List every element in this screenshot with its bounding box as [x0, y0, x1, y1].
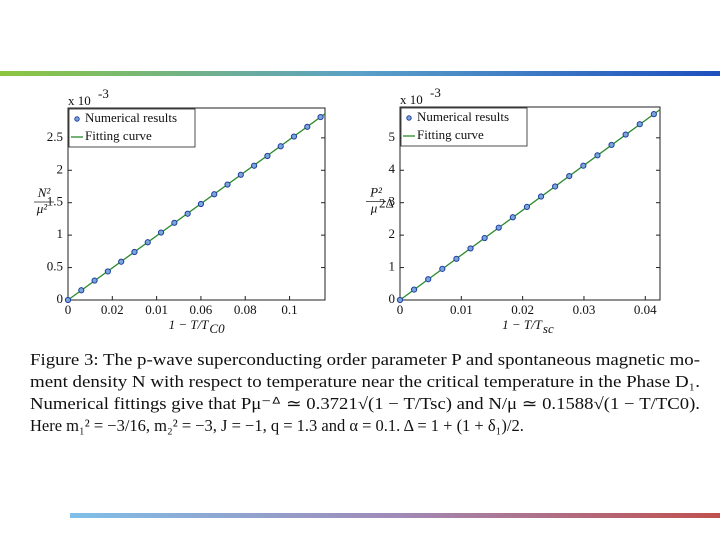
plot-frame: [399, 106, 661, 301]
x-label: sc: [543, 321, 554, 336]
x-tick-label: 0: [65, 302, 72, 317]
data-point: [566, 172, 573, 180]
y-label: μ: [370, 200, 378, 215]
data-point: [104, 268, 111, 275]
data-point: [537, 193, 545, 200]
data-point: [523, 203, 531, 211]
x-tick-label: 0.1: [281, 302, 297, 317]
legend-marker: [406, 115, 412, 121]
x-label: C0: [209, 321, 225, 336]
x-tick-label: 0.04: [634, 302, 657, 317]
data-point: [552, 183, 559, 190]
plot-frame: [67, 107, 326, 301]
y-tick-label: 2: [57, 161, 64, 176]
data-point: [425, 276, 432, 283]
y-tick-label: 0: [57, 291, 64, 306]
data-point: [304, 123, 311, 130]
data-point: [131, 248, 138, 256]
data-point: [211, 191, 218, 198]
x-tick-label: 0: [397, 302, 404, 317]
y-label: P²: [369, 184, 383, 199]
x-tick-label: 0.06: [190, 302, 213, 317]
data-point: [237, 171, 244, 178]
y-tick-label: 4: [389, 161, 396, 176]
data-point: [91, 277, 98, 284]
y-tick-label: 5: [389, 129, 396, 144]
data-point: [636, 121, 643, 128]
data-point: [157, 229, 165, 236]
data-point: [622, 131, 629, 138]
axis-multiplier-exp: -3: [98, 86, 109, 101]
caption-line: Figure 3: The p-wave superconducting ord…: [30, 350, 700, 369]
y-tick-label: 2: [389, 226, 396, 241]
y-label: N²: [37, 185, 52, 200]
legend-box: [68, 108, 196, 148]
x-tick-label: 0.03: [573, 302, 596, 317]
y-tick-label: 1.5: [47, 194, 63, 209]
data-point: [439, 265, 446, 272]
caption-line: Here m₁² = −3/16, m₂² = −3, J = −1, q = …: [30, 416, 524, 435]
data-point: [650, 111, 657, 118]
data-point: [594, 152, 601, 159]
x-tick-label: 0.01: [450, 302, 473, 317]
legend-marker: [74, 116, 80, 122]
legend-label: Fitting curve: [417, 127, 484, 142]
data-point: [251, 162, 258, 169]
x-tick-label: 0.02: [101, 302, 124, 317]
data-point: [453, 255, 460, 262]
axis-multiplier-exp: -3: [430, 85, 441, 100]
data-point: [396, 296, 404, 304]
x-label: 1 − T/T: [169, 317, 210, 332]
data-point: [608, 141, 615, 149]
y-tick-label: 1: [389, 259, 396, 274]
data-point: [118, 258, 125, 265]
data-point: [144, 239, 151, 246]
legend-box: [400, 107, 528, 147]
data-point: [290, 133, 298, 140]
axis-multiplier: x 10: [68, 93, 91, 108]
data-point: [64, 296, 72, 304]
data-point: [481, 234, 488, 242]
y-label: μ²: [36, 201, 49, 216]
data-point: [411, 286, 418, 293]
legend-label: Fitting curve: [85, 128, 152, 143]
x-label: 1 − T/T: [502, 317, 543, 332]
data-point: [184, 210, 191, 217]
data-point: [264, 152, 271, 160]
bottom-bar: [70, 513, 720, 518]
data-point: [467, 245, 474, 252]
legend-label: Numerical results: [417, 109, 509, 124]
data-point: [224, 181, 231, 188]
data-point: [197, 200, 205, 208]
data-point: [317, 113, 324, 121]
caption-line: Numerical fittings give that Pμ⁻ᐞ ≃ 0.37…: [30, 394, 700, 413]
top-bar: [0, 71, 720, 76]
y-tick-label: 0: [389, 291, 396, 306]
y-tick-label: 2.5: [47, 129, 63, 144]
y-label: 2Δ: [379, 195, 394, 210]
data-point: [509, 214, 516, 221]
data-point: [171, 219, 178, 226]
x-tick-label: 0.08: [234, 302, 257, 317]
x-tick-label: 0.02: [511, 302, 534, 317]
legend-label: Numerical results: [85, 110, 177, 125]
data-point: [78, 287, 85, 294]
data-point: [580, 162, 587, 169]
y-tick-label: 1: [57, 226, 64, 241]
caption-line: ment density N with respect to temperatu…: [30, 372, 700, 391]
x-tick-label: 0.01: [145, 302, 168, 317]
data-point: [277, 143, 284, 150]
data-point: [495, 224, 502, 231]
y-tick-label: 0.5: [47, 259, 63, 274]
axis-multiplier: x 10: [400, 92, 423, 107]
y-tick-label: 3: [389, 194, 396, 209]
